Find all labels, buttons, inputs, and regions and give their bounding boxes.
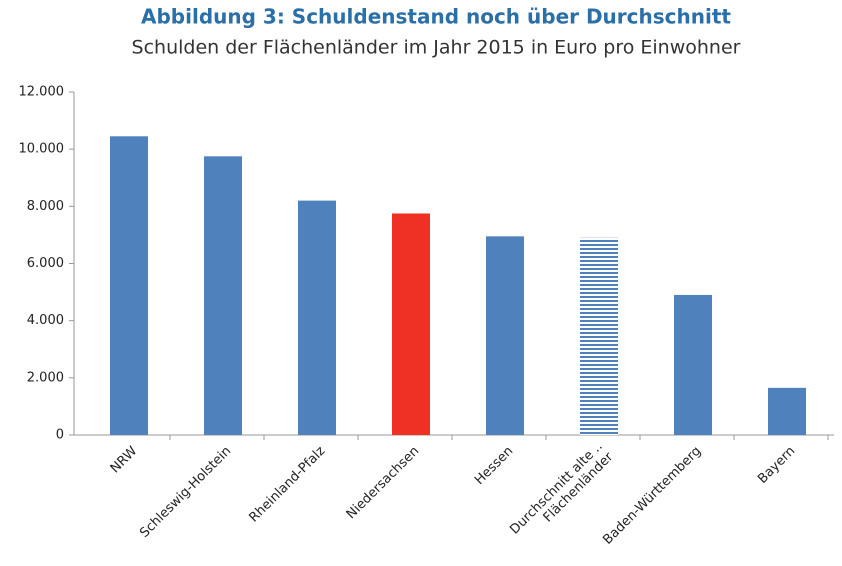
y-tick-label: 12.000	[19, 85, 65, 100]
bar	[580, 237, 618, 435]
y-tick-label: 4.000	[27, 313, 64, 328]
x-tick-label: Durchschnitt alte ..Flächenländer	[507, 438, 616, 547]
y-tick-label: 2.000	[27, 370, 64, 385]
bar	[486, 236, 524, 435]
y-tick-label: 6.000	[27, 256, 64, 271]
x-tick-label: Schleswig-Holstein	[137, 444, 234, 541]
chart-subtitle: Schulden der Flächenländer im Jahr 2015 …	[132, 37, 741, 59]
x-tick-label: Rheinland-Pfalz	[246, 444, 328, 526]
x-tick-label: Bayern	[755, 444, 798, 487]
y-tick-label: 8.000	[27, 199, 64, 214]
bar	[674, 294, 712, 435]
bar	[204, 156, 242, 435]
chart-title: Abbildung 3: Schuldenstand noch über Dur…	[141, 5, 731, 29]
bar	[392, 213, 430, 435]
y-tick-label: 10.000	[19, 142, 65, 157]
bar	[298, 200, 336, 435]
x-tick-label: Baden-Württemberg	[600, 444, 704, 548]
y-tick-label: 0	[56, 428, 64, 443]
bar	[768, 387, 806, 435]
x-tick-label: Niedersachsen	[344, 444, 423, 523]
bar	[110, 136, 148, 435]
x-tick-label-line: Durchschnitt alte ..	[507, 439, 605, 537]
x-tick-label: Hessen	[472, 444, 516, 488]
x-tick-label: NRW	[108, 444, 141, 477]
